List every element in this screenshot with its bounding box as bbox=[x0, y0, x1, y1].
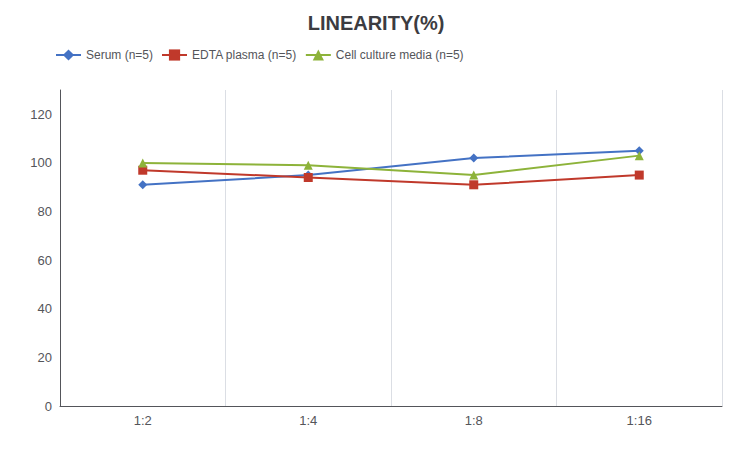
svg-text:EDTA plasma (n=5): EDTA plasma (n=5) bbox=[192, 48, 296, 62]
svg-text:60: 60 bbox=[38, 253, 52, 268]
svg-text:0: 0 bbox=[45, 399, 52, 414]
svg-text:120: 120 bbox=[30, 107, 52, 122]
svg-text:1:4: 1:4 bbox=[299, 413, 317, 428]
svg-text:1:16: 1:16 bbox=[627, 413, 652, 428]
svg-text:80: 80 bbox=[38, 204, 52, 219]
svg-text:1:8: 1:8 bbox=[465, 413, 483, 428]
svg-text:20: 20 bbox=[38, 350, 52, 365]
svg-text:1:2: 1:2 bbox=[134, 413, 152, 428]
svg-text:LINEARITY(%): LINEARITY(%) bbox=[308, 12, 445, 34]
svg-text:100: 100 bbox=[30, 155, 52, 170]
svg-text:40: 40 bbox=[38, 301, 52, 316]
svg-text:Cell culture media (n=5): Cell culture media (n=5) bbox=[336, 48, 464, 62]
svg-text:Serum (n=5): Serum (n=5) bbox=[86, 48, 153, 62]
